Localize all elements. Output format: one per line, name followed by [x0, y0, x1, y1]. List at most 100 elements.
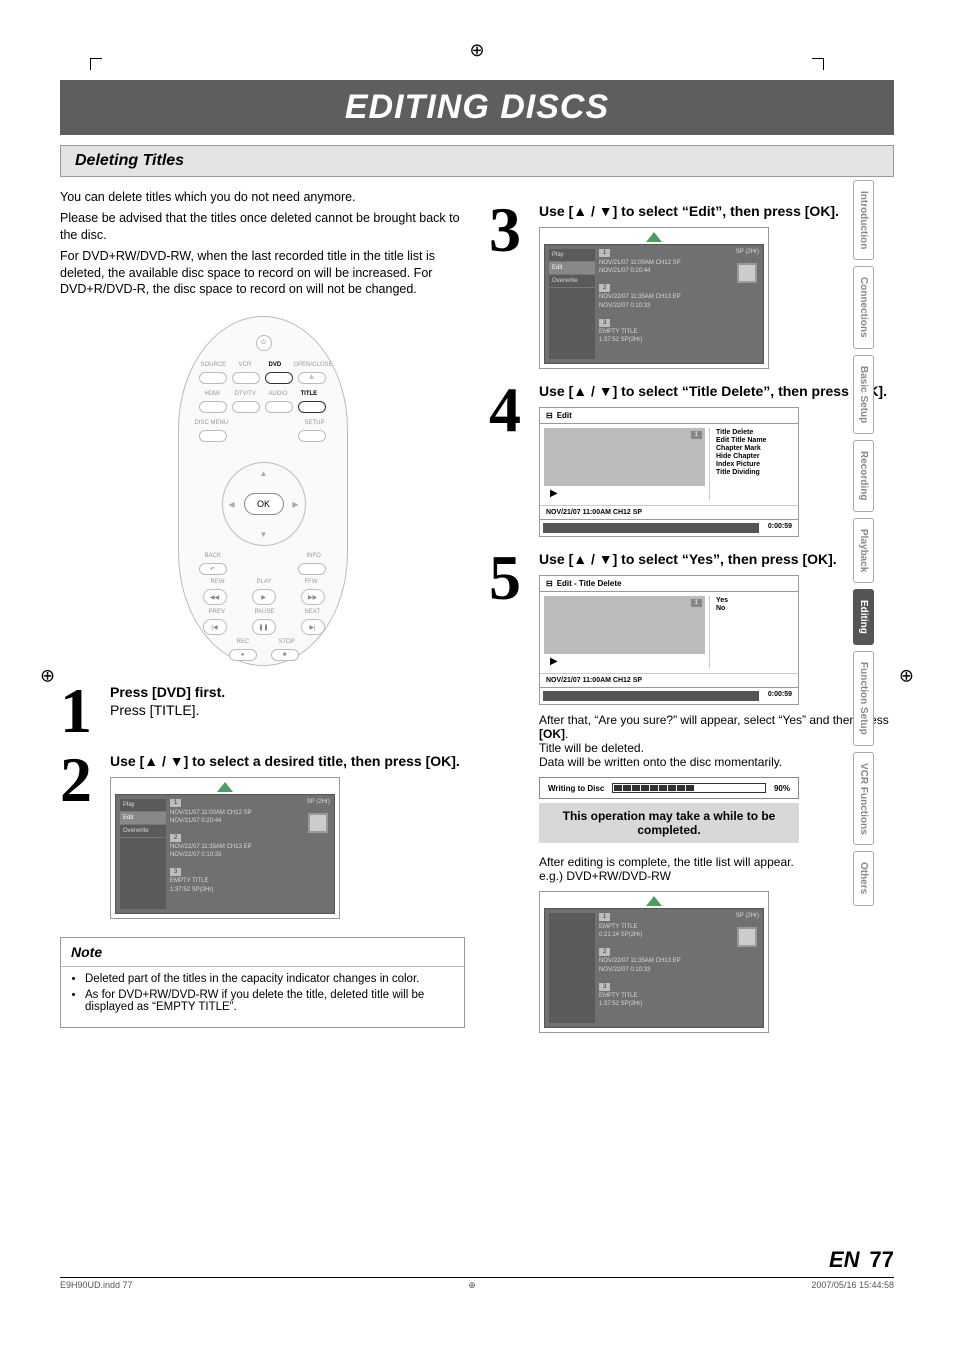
intro-text: Please be advised that the titles once d…	[60, 210, 465, 244]
osd-row: NOV/22/07 0:10:33	[599, 967, 759, 974]
tab-others[interactable]: Others	[853, 851, 874, 905]
osd-row: EMPTY TITLE	[599, 924, 759, 931]
rew-button: ◀◀	[203, 589, 227, 605]
tab-editing[interactable]: Editing	[853, 589, 874, 645]
osd-row: EMPTY TITLE	[599, 993, 759, 1000]
remote-label: SOURCE	[201, 362, 227, 368]
crop-bottom-icon: ⊕	[468, 1280, 476, 1291]
tab-connections[interactable]: Connections	[853, 266, 874, 349]
thumbnail-icon	[737, 263, 757, 283]
dpad-ring: ▲ ▼ ◀ ▶ OK	[222, 462, 306, 546]
osd-titlelist: Play Edit Overwrite 1SP (2Hr) NOV/21/07 …	[110, 777, 340, 919]
step-1: 1 Press [DVD] first. Press [TITLE].	[60, 684, 465, 738]
progress-segments	[612, 783, 766, 793]
edit-no: No	[716, 605, 794, 612]
edit-yes: Yes	[716, 597, 794, 604]
left-icon: ◀	[229, 500, 235, 509]
step-5: 5 Use [▲ / ▼] to select “Yes”, then pres…	[489, 551, 894, 1033]
up-arrow-icon	[646, 232, 662, 242]
manual-page: ⊕ ⊕ ⊕ EDITING DISCS Deleting Titles You …	[0, 0, 954, 1351]
osd-side-item: Play	[549, 249, 595, 262]
osd-num: 2	[599, 948, 610, 956]
remote-label: FFW	[305, 579, 318, 585]
edit-option: Title Dividing	[716, 469, 794, 476]
tab-playback[interactable]: Playback	[853, 518, 874, 583]
remote-label: PREV	[209, 609, 225, 615]
dvd-button	[265, 372, 293, 384]
thumbnail-icon	[308, 813, 328, 833]
osd-row: NOV/22/07 0:10:33	[599, 303, 759, 310]
osd-row: NOV/22/07 0:10:33	[170, 852, 330, 859]
osd-mode: SP (2Hr)	[736, 913, 759, 922]
up-arrow-icon	[646, 896, 662, 906]
osd-titlelist: Play Edit Overwrite 1SP (2Hr) NOV/21/07 …	[539, 227, 769, 369]
osd-side-item: Edit	[120, 812, 166, 825]
remote-btn	[265, 401, 293, 413]
osd-row: 1:37:52 SP(2Hr)	[170, 887, 330, 894]
step-2: 2 Use [▲ / ▼] to select a desired title,…	[60, 753, 465, 919]
osd-side-item: Play	[120, 799, 166, 812]
step-text: Use [▲ / ▼] to select a desired title, t…	[110, 753, 465, 769]
edit-option: Title Delete	[716, 429, 794, 436]
remote-label: NEXT	[305, 609, 321, 615]
page-footer: EN77 E9H90UD.indd 77 ⊕ 2007/05/16 15:44:…	[60, 1247, 894, 1291]
edit-time: 0:00:59	[762, 520, 798, 536]
osd-side-item: Overwrite	[120, 825, 166, 838]
step-number: 1	[60, 684, 102, 738]
write-label: Writing to Disc	[548, 784, 604, 793]
osd-num: 3	[599, 983, 610, 991]
up-arrow-icon	[217, 782, 233, 792]
power-icon: ⏻	[256, 335, 272, 351]
remote-btn	[199, 372, 227, 384]
ok-button: OK	[244, 493, 284, 515]
pause-button: ❚❚	[252, 619, 276, 635]
down-icon: ▼	[260, 530, 268, 539]
disc-icon: ⊟	[546, 411, 553, 420]
remote-label: BACK	[205, 553, 221, 559]
rec-button: ●	[229, 649, 257, 661]
left-column: You can delete titles which you do not n…	[60, 189, 465, 1033]
osd-row: EMPTY TITLE	[170, 878, 330, 885]
up-icon: ▲	[260, 469, 268, 478]
next-button: ▶|	[301, 619, 325, 635]
step-3: 3 Use [▲ / ▼] to select “Edit”, then pre…	[489, 203, 894, 369]
osd-row: NOV/21/07 11:00AM CH12 SP	[599, 260, 759, 267]
tab-introduction[interactable]: Introduction	[853, 180, 874, 260]
remote-label: DISC MENU	[195, 420, 229, 426]
remote-btn	[232, 372, 260, 384]
edit-footer: NOV/21/07 11:00AM CH12 SP	[540, 673, 798, 687]
edit-option: Hide Chapter	[716, 453, 794, 460]
tab-basic-setup[interactable]: Basic Setup	[853, 355, 874, 434]
tab-recording[interactable]: Recording	[853, 440, 874, 511]
osd-side-item: Overwrite	[549, 275, 595, 288]
edit-option: Edit Title Name	[716, 437, 794, 444]
osd-row: NOV/21/07 0:20:44	[170, 818, 330, 825]
thumbnail-icon	[737, 927, 757, 947]
step-text: Use [▲ / ▼] to select “Yes”, then press …	[539, 551, 894, 567]
play-icon: ▶	[544, 654, 705, 669]
osd-row: NOV/22/07 11:35AM CH13 EP	[170, 844, 330, 851]
crop-right-icon: ⊕	[899, 665, 914, 686]
ffw-button: ▶▶	[301, 589, 325, 605]
remote-label: AUDIO	[269, 391, 288, 397]
note-item: As for DVD+RW/DVD-RW if you delete the t…	[85, 989, 454, 1013]
edit-tag: 1	[691, 599, 702, 607]
remote-btn	[232, 401, 260, 413]
remote-label: PAUSE	[255, 609, 275, 615]
warning-text: This operation may take a while to be co…	[539, 803, 799, 843]
tab-function-setup[interactable]: Function Setup	[853, 651, 874, 746]
step-text: Use [▲ / ▼] to select “Edit”, then press…	[539, 203, 894, 219]
step-number: 2	[60, 753, 102, 919]
remote-label: HDMI	[205, 391, 220, 397]
remote-label: STOP	[279, 639, 295, 645]
prev-button: |◀	[203, 619, 227, 635]
footer-file: E9H90UD.indd 77	[60, 1280, 133, 1291]
osd-row: NOV/22/07 11:35AM CH13 EP	[599, 958, 759, 965]
play-icon: ▶	[544, 486, 705, 501]
tab-vcr-functions[interactable]: VCR Functions	[853, 752, 874, 846]
osd-row: 1:37:52 SP(2Hr)	[599, 337, 759, 344]
note-item: Deleted part of the titles in the capaci…	[85, 973, 454, 985]
note-box: Note Deleted part of the titles in the c…	[60, 937, 465, 1028]
remote-btn	[199, 430, 227, 442]
step-text: e.g.) DVD+RW/DVD-RW	[539, 869, 894, 883]
